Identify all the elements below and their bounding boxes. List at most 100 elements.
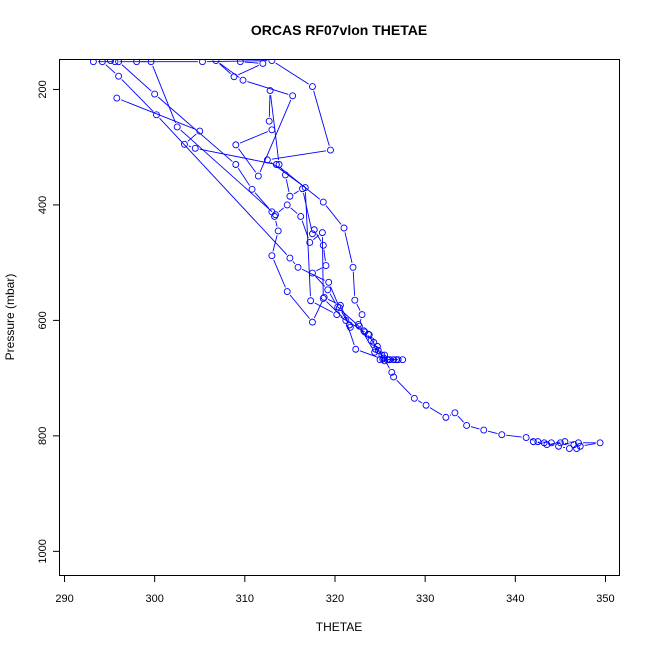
data-point xyxy=(529,438,537,446)
series-segment xyxy=(244,61,259,64)
data-point xyxy=(107,60,114,65)
data-point xyxy=(310,226,318,234)
data-point xyxy=(576,442,584,450)
data-point xyxy=(283,201,291,209)
data-point xyxy=(254,172,262,180)
series-segment xyxy=(313,301,323,319)
data-point xyxy=(322,262,330,269)
data-point xyxy=(340,224,348,232)
data-point xyxy=(297,213,305,220)
data-point xyxy=(318,229,326,237)
series-segment xyxy=(457,415,464,423)
x-tick-label: 320 xyxy=(326,593,344,605)
data-point xyxy=(309,83,316,91)
series-segment xyxy=(359,350,379,358)
data-point xyxy=(319,294,327,302)
data-point xyxy=(410,394,418,402)
data-point xyxy=(266,87,274,95)
series-segment xyxy=(290,207,298,214)
series-segment xyxy=(159,117,288,256)
data-point xyxy=(327,146,334,154)
data-point xyxy=(498,431,506,439)
data-point xyxy=(390,373,398,381)
series-segment xyxy=(275,62,309,85)
data-point xyxy=(379,355,387,363)
data-point xyxy=(265,117,273,125)
data-point xyxy=(236,60,244,66)
x-axis: 290 300 310 320 330 340 350 xyxy=(55,575,615,605)
data-point xyxy=(283,288,291,295)
data-point xyxy=(319,241,327,249)
series-segment xyxy=(121,64,152,92)
series-segment xyxy=(237,168,250,186)
series-layer xyxy=(89,60,604,453)
data-point xyxy=(333,311,341,319)
data-point xyxy=(361,328,369,336)
series-segment xyxy=(305,192,311,297)
series-segment xyxy=(360,327,363,329)
series-segment xyxy=(301,268,325,281)
series-segment xyxy=(329,293,336,304)
series-segment xyxy=(187,133,197,142)
series-segment xyxy=(488,430,498,435)
data-point xyxy=(301,184,309,192)
series-segment xyxy=(105,64,116,74)
data-point xyxy=(309,230,316,238)
data-point xyxy=(325,278,333,286)
data-point xyxy=(388,368,396,376)
data-point xyxy=(111,60,119,66)
data-point xyxy=(442,413,450,421)
data-point xyxy=(480,426,488,434)
series-segment xyxy=(328,298,337,304)
data-point xyxy=(294,263,302,271)
data-point xyxy=(320,293,328,301)
data-point xyxy=(153,111,160,119)
series-segment xyxy=(293,190,299,195)
series-segment xyxy=(121,79,154,112)
data-point xyxy=(360,327,368,335)
data-point xyxy=(133,60,141,66)
series-segment xyxy=(370,337,383,358)
y-axis: 200 400 600 800 1000 xyxy=(37,80,60,564)
series-segment xyxy=(281,168,284,172)
series-segment xyxy=(219,63,231,75)
series-segment xyxy=(219,62,240,78)
data-point xyxy=(230,73,238,81)
series-segment xyxy=(206,60,268,63)
data-point xyxy=(346,323,354,331)
series-segment xyxy=(321,237,324,294)
series-segment xyxy=(551,442,556,445)
data-point xyxy=(596,439,604,447)
data-point xyxy=(378,351,386,359)
data-point xyxy=(561,438,569,446)
series-segment xyxy=(313,90,330,146)
data-point xyxy=(543,441,551,448)
series-segment xyxy=(157,96,233,162)
series-segment xyxy=(199,148,273,165)
data-point xyxy=(376,356,384,364)
data-point xyxy=(286,192,294,200)
y-axis-label: Pressure (mbar) xyxy=(3,274,17,361)
series-segment xyxy=(346,324,355,346)
data-point xyxy=(232,141,240,149)
series-segment xyxy=(470,426,480,430)
series-segment xyxy=(359,318,362,322)
series-segment xyxy=(449,414,452,416)
data-point xyxy=(547,439,555,447)
data-point xyxy=(151,90,159,98)
data-point xyxy=(371,348,379,356)
data-point xyxy=(212,60,220,65)
data-point xyxy=(272,211,279,219)
data-point xyxy=(358,311,366,319)
data-point xyxy=(248,185,256,193)
data-point xyxy=(180,140,188,148)
data-point xyxy=(307,297,315,305)
y-tick-label: 800 xyxy=(37,427,49,445)
data-point xyxy=(381,357,389,365)
series-segment xyxy=(120,99,196,130)
x-tick-label: 310 xyxy=(236,593,254,605)
data-point xyxy=(268,60,276,65)
data-point xyxy=(309,318,316,326)
series-segment xyxy=(268,95,271,117)
series-segment xyxy=(238,148,257,173)
